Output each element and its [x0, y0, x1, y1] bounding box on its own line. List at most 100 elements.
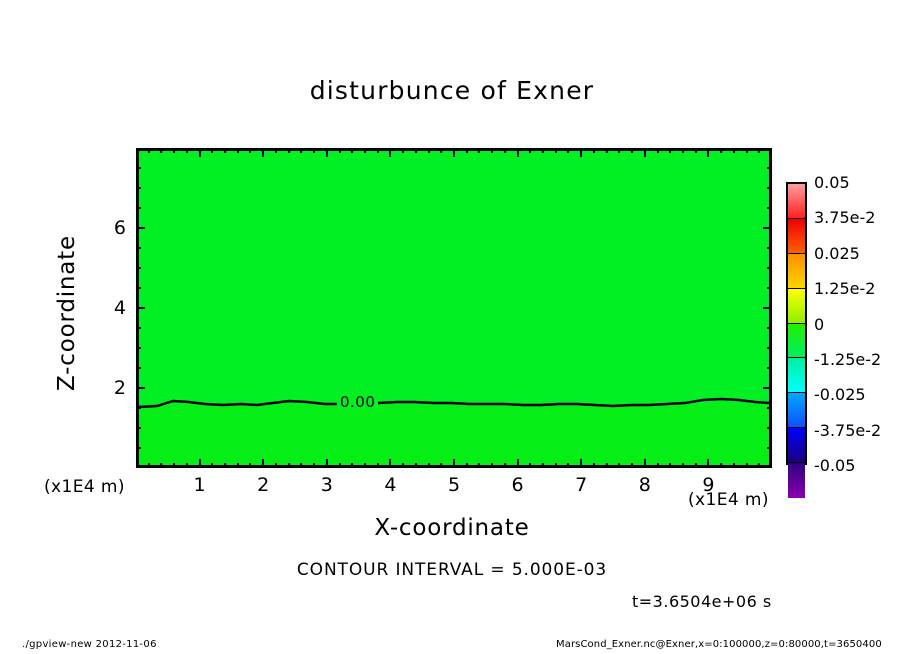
x-axis-tick-top: [160, 148, 163, 153]
x-axis-tick-top: [427, 148, 430, 153]
x-axis-tick-bottom: [694, 463, 697, 468]
x-axis-tick-bottom: [185, 463, 188, 468]
x-axis-tick-bottom: [224, 463, 227, 468]
time-annotation: t=3.6504e+06 s: [632, 592, 772, 611]
x-axis-tick-bottom: [529, 463, 532, 468]
x-axis-tick-bottom: [453, 459, 455, 468]
footer-command-label: ./gpview-new 2012-11-06: [22, 639, 157, 650]
x-axis-tick-bottom: [618, 463, 621, 468]
colorbar-band: [788, 288, 805, 324]
x-axis-tick-top: [681, 148, 684, 153]
x-axis-tick-bottom: [758, 463, 761, 468]
x-axis-tick-bottom: [236, 463, 239, 468]
x-axis-tick-top: [694, 148, 697, 153]
x-axis-tick-top: [618, 148, 621, 153]
x-axis-tick-top: [542, 148, 545, 153]
colorbar-band: [788, 463, 805, 498]
colorbar-band: [788, 253, 805, 289]
colorbar-tick-label: 3.75e-2: [814, 208, 876, 228]
x-axis-tick-top: [300, 148, 303, 153]
x-axis-tick-bottom: [262, 459, 265, 468]
y-axis-tick-right: [767, 207, 772, 209]
x-axis-tick-top: [440, 148, 443, 153]
x-axis-tick-bottom: [491, 463, 494, 468]
y-axis-tick-right: [767, 347, 772, 349]
x-axis-tick-bottom: [681, 463, 684, 468]
x-axis-tick-top: [720, 148, 723, 153]
x-axis-tick-label: 9: [702, 474, 715, 496]
colorbar-band: [788, 184, 805, 219]
y-axis-tick-right: [763, 227, 772, 229]
x-axis-tick-top: [453, 148, 455, 157]
colorbar-tick-label: -3.75e-2: [814, 420, 882, 440]
x-axis-tick-top: [465, 148, 468, 153]
x-axis-tick-top: [478, 148, 481, 153]
x-axis-tick-top: [554, 148, 557, 153]
x-axis-tick-top: [363, 148, 366, 153]
x-axis-tick-bottom: [669, 463, 672, 468]
field-region-lower: [139, 405, 769, 465]
y-axis-title: Z-coordinate: [54, 235, 80, 391]
y-axis-tick-left: [136, 327, 141, 329]
y-axis-tick-left: [136, 347, 141, 349]
x-axis-tick-top: [211, 148, 214, 153]
x-axis-tick-top: [262, 148, 265, 157]
x-axis-tick-bottom: [274, 463, 277, 468]
colorbar-band: [788, 393, 805, 429]
x-axis-tick-bottom: [198, 459, 201, 468]
x-axis-tick-bottom: [402, 463, 405, 468]
x-axis-tick-bottom: [414, 463, 417, 468]
x-axis-tick-label: 5: [447, 474, 461, 496]
footer-source-label: MarsCond_Exner.nc@Exner,x=0:100000,z=0:8…: [556, 639, 882, 650]
colorbar-tick-label: -1.25e-2: [814, 349, 882, 369]
x-axis-tick-label: 2: [257, 474, 270, 496]
y-axis-unit-label: (x1E4 m): [44, 477, 125, 497]
x-axis-tick-top: [402, 148, 405, 153]
colorbar-tick-label: 0: [814, 314, 825, 334]
y-axis-tick-label: 2: [113, 377, 126, 399]
x-axis-tick-bottom: [478, 463, 481, 468]
y-axis-tick-left: [136, 367, 141, 369]
x-axis-tick-top: [656, 148, 659, 153]
x-axis-tick-label: 4: [384, 474, 397, 496]
y-axis-tick-right: [767, 407, 772, 409]
colorbar-band: [788, 323, 805, 359]
x-axis-tick-bottom: [160, 463, 163, 468]
x-axis-tick-bottom: [732, 463, 735, 468]
y-axis-tick-left: [136, 387, 145, 389]
contour-interval-annotation: CONTOUR INTERVAL = 5.000E-03: [296, 560, 608, 580]
x-axis-tick-top: [274, 148, 277, 153]
x-axis-tick-top: [147, 148, 150, 153]
x-axis-tick-top: [313, 148, 316, 153]
x-axis-tick-bottom: [351, 463, 354, 468]
x-axis-tick-top: [758, 148, 761, 153]
y-axis-tick-label: 6: [113, 217, 126, 239]
x-axis-tick-bottom: [643, 459, 646, 468]
y-axis-tick-left: [136, 267, 141, 269]
x-axis-tick-top: [631, 148, 634, 153]
x-axis-tick-top: [389, 148, 392, 157]
x-axis-tick-bottom: [287, 463, 290, 468]
y-axis-tick-left: [136, 427, 141, 429]
x-axis-tick-top: [185, 148, 188, 153]
y-axis-tick-left: [136, 447, 141, 449]
x-axis-tick-top: [605, 148, 608, 153]
y-axis-tick-left: [136, 187, 141, 189]
x-axis-tick-top: [338, 148, 341, 153]
colorbar-tick-label: 1.25e-2: [814, 279, 876, 299]
y-axis-tick-right: [767, 287, 772, 289]
x-axis-tick-bottom: [745, 463, 748, 468]
contour-line: [139, 397, 769, 409]
colorbar-band: [788, 358, 805, 394]
y-axis-tick-left: [136, 287, 141, 289]
x-axis-tick-bottom: [211, 463, 214, 468]
colorbar-tick-label: 0.05: [814, 173, 850, 192]
x-axis-tick-top: [249, 148, 252, 153]
colorbar-tick-label: -0.05: [814, 456, 856, 475]
y-axis-tick-left: [136, 227, 145, 229]
x-axis-tick-bottom: [147, 463, 150, 468]
x-axis-tick-bottom: [542, 463, 545, 468]
x-axis-tick-label: 6: [511, 474, 524, 496]
x-axis-tick-bottom: [363, 463, 366, 468]
field-region-upper: [139, 151, 769, 405]
